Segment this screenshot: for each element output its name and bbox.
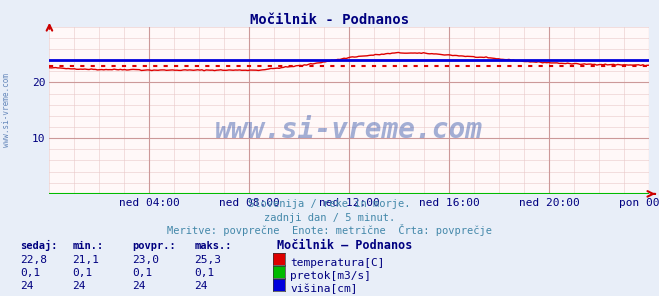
Text: 24: 24 [20, 281, 33, 291]
Text: 24: 24 [194, 281, 208, 291]
Text: 24: 24 [132, 281, 145, 291]
Text: Meritve: povprečne  Enote: metrične  Črta: povprečje: Meritve: povprečne Enote: metrične Črta:… [167, 224, 492, 236]
Text: 0,1: 0,1 [72, 268, 93, 278]
Text: www.si-vreme.com: www.si-vreme.com [2, 73, 11, 147]
Text: 0,1: 0,1 [194, 268, 215, 278]
Text: temperatura[C]: temperatura[C] [290, 258, 384, 268]
Text: 0,1: 0,1 [20, 268, 40, 278]
Text: pretok[m3/s]: pretok[m3/s] [290, 271, 371, 281]
Text: www.si-vreme.com: www.si-vreme.com [215, 116, 483, 144]
Text: 24: 24 [72, 281, 86, 291]
Text: višina[cm]: višina[cm] [290, 284, 357, 294]
Text: Močilnik - Podnanos: Močilnik - Podnanos [250, 13, 409, 27]
Text: sedaj:: sedaj: [20, 240, 57, 251]
Text: Močilnik – Podnanos: Močilnik – Podnanos [277, 239, 412, 252]
Text: 23,0: 23,0 [132, 255, 159, 265]
Text: povpr.:: povpr.: [132, 241, 175, 251]
Text: 0,1: 0,1 [132, 268, 152, 278]
Text: min.:: min.: [72, 241, 103, 251]
Text: 25,3: 25,3 [194, 255, 221, 265]
Text: 21,1: 21,1 [72, 255, 100, 265]
Text: zadnji dan / 5 minut.: zadnji dan / 5 minut. [264, 213, 395, 223]
Text: maks.:: maks.: [194, 241, 232, 251]
Text: 22,8: 22,8 [20, 255, 47, 265]
Text: Slovenija / reke in morje.: Slovenija / reke in morje. [248, 199, 411, 209]
